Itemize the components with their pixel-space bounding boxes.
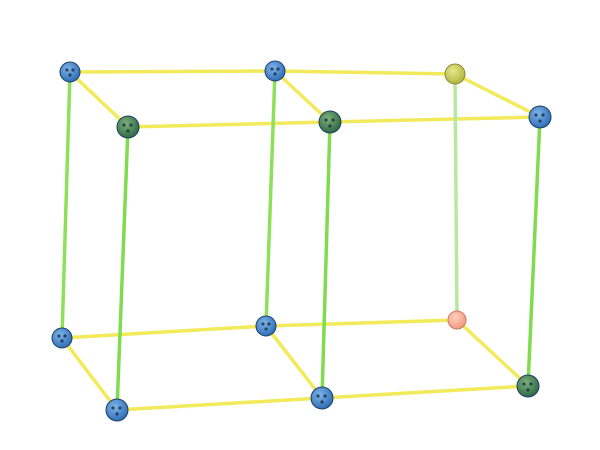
hole: [534, 113, 538, 117]
hole: [529, 382, 533, 386]
yellow-rods: [60, 69, 542, 412]
rod: [453, 72, 542, 119]
hole: [276, 67, 280, 71]
connector: [105, 398, 129, 422]
connector: [255, 315, 277, 337]
hole: [115, 412, 119, 416]
connector: [264, 60, 286, 82]
rod: [273, 69, 457, 76]
connector: [51, 327, 73, 349]
rod: [126, 120, 332, 129]
hole: [118, 406, 122, 410]
hole: [261, 322, 265, 326]
rod: [115, 125, 130, 412]
connector: [516, 374, 540, 398]
hole: [129, 123, 133, 127]
rod: [68, 69, 277, 74]
connector: [444, 63, 466, 85]
hole: [60, 339, 64, 343]
connector: [116, 115, 140, 139]
rod: [68, 70, 130, 129]
rod: [264, 69, 277, 328]
connector: [310, 386, 334, 410]
rod: [273, 69, 332, 124]
green-rods: [60, 69, 542, 412]
connectors: [51, 60, 552, 422]
rod: [526, 115, 542, 388]
hole: [126, 129, 130, 133]
rod: [455, 318, 530, 388]
rod: [60, 336, 119, 412]
rod: [60, 324, 268, 340]
hole: [264, 327, 268, 331]
connector-holes: [57, 67, 545, 416]
hole: [65, 68, 69, 72]
hole: [122, 123, 126, 127]
connector: [447, 310, 467, 330]
connector: [528, 105, 552, 129]
rod: [115, 396, 324, 412]
rod: [264, 318, 459, 328]
connector: [59, 61, 81, 83]
hole: [68, 73, 72, 77]
hole: [63, 334, 67, 338]
rod: [453, 72, 459, 322]
rod: [60, 70, 72, 340]
connector: [318, 110, 342, 134]
hole: [316, 394, 320, 398]
hole: [331, 118, 335, 122]
hole: [320, 400, 324, 404]
hole: [111, 406, 115, 410]
hole: [538, 119, 542, 123]
rod: [320, 384, 530, 400]
hole: [273, 72, 277, 76]
hole: [541, 113, 545, 117]
hole: [324, 118, 328, 122]
hole: [323, 394, 327, 398]
hole: [270, 67, 274, 71]
hole: [522, 382, 526, 386]
rod: [328, 115, 542, 124]
hole: [328, 124, 332, 128]
hole: [267, 322, 271, 326]
rod: [264, 324, 324, 400]
rod: [320, 120, 332, 400]
hole: [57, 334, 61, 338]
hole: [71, 68, 75, 72]
hole: [526, 388, 530, 392]
